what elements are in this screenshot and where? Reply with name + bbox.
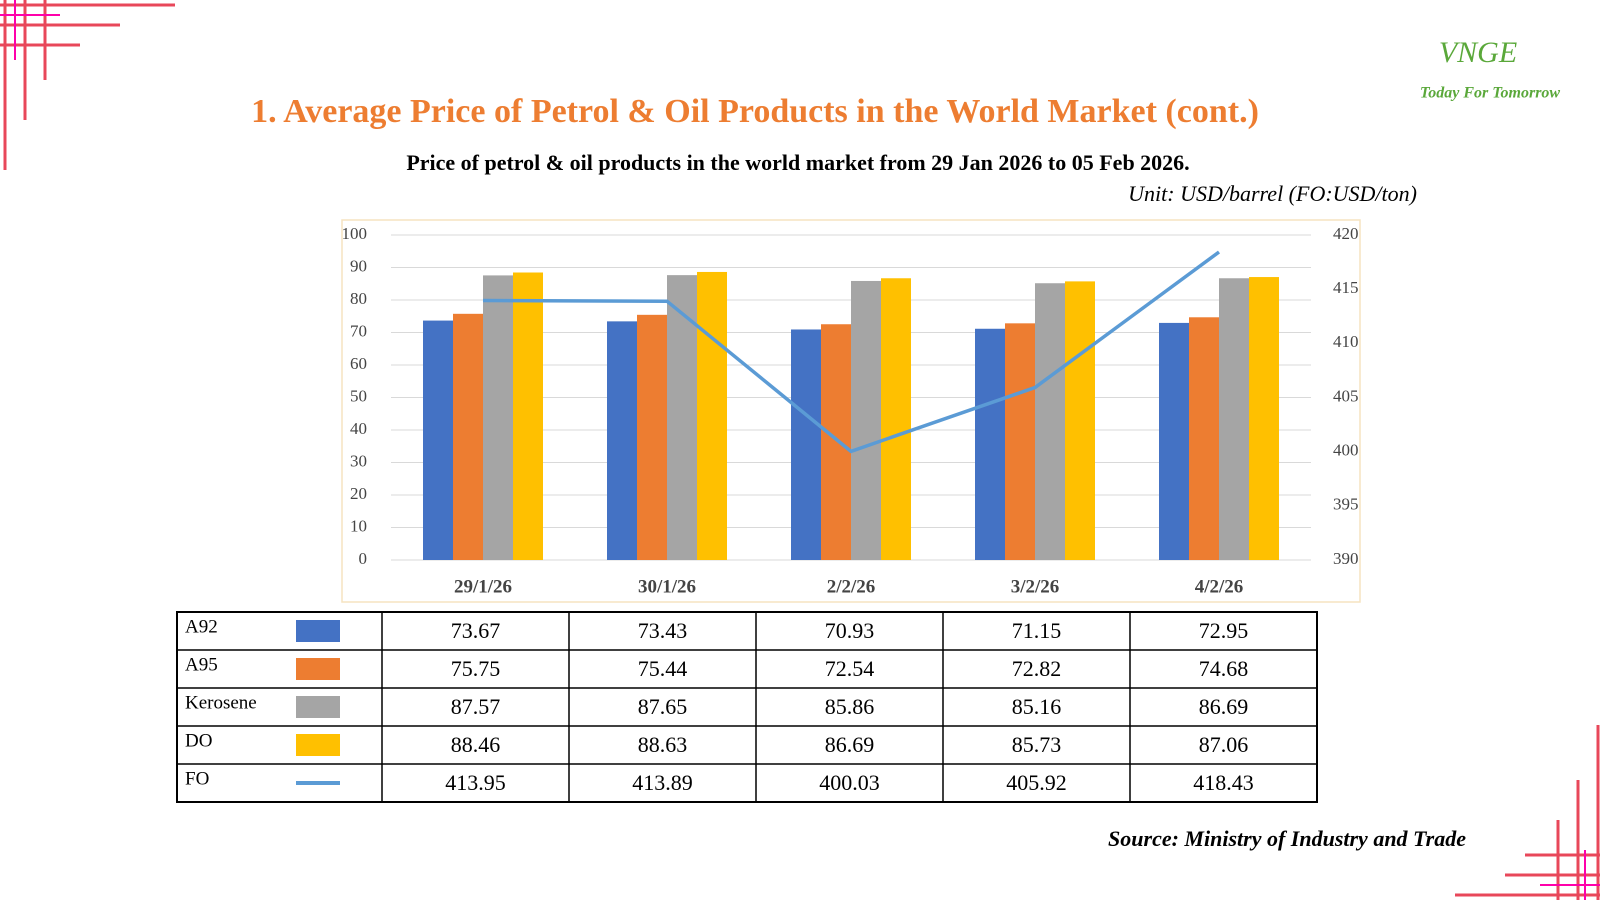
y2-tick-label: 410 [1333,332,1359,351]
bar [637,314,667,560]
legend-label: A95 [185,654,218,675]
table-cell: 85.73 [1012,732,1062,757]
y-tick-label: 80 [350,289,367,308]
legend-swatch [296,734,340,756]
bar [1249,277,1279,560]
x-tick-label: 29/1/26 [454,576,512,597]
bar [821,324,851,560]
bar [483,275,513,560]
table-cell: 72.95 [1199,618,1249,643]
table-cell: 87.06 [1199,732,1249,757]
legend-label: DO [185,730,212,751]
line-series [482,250,1221,454]
tagline: Today For Tomorrow [1420,85,1561,102]
table-cell: 85.16 [1012,694,1062,719]
y-tick-label: 40 [350,419,367,438]
table-cell: 87.65 [638,694,688,719]
table-cell: 72.54 [825,656,875,681]
table-cell: 86.69 [1199,694,1249,719]
legend-label: FO [185,768,209,789]
legend-swatch [296,696,340,718]
table-cell: 87.57 [451,694,501,719]
table-cell: 413.89 [632,770,693,795]
table-cell: 400.03 [819,770,880,795]
table-cell: 75.44 [638,656,688,681]
y2-tick-label: 420 [1333,224,1359,243]
legend-label: A92 [185,616,218,637]
y-tick-label: 0 [359,549,368,568]
bar [423,320,453,560]
y2-tick-label: 415 [1333,278,1359,297]
x-tick-label: 3/2/26 [1011,576,1060,597]
table-cell: 413.95 [445,770,506,795]
table-cell: 72.82 [1012,656,1062,681]
bar [1065,281,1095,560]
y-tick-label: 100 [342,224,368,243]
data-table [176,611,1318,803]
legend-swatch [296,620,340,642]
slide-title: 1. Average Price of Petrol & Oil Product… [251,93,1259,130]
table-cell: 73.67 [451,618,501,643]
bar [697,271,727,560]
bar [851,280,881,560]
y2-tick-label: 405 [1333,386,1359,405]
bar [513,272,543,560]
y2-tick-label: 395 [1333,495,1359,514]
y-tick-label: 20 [350,484,367,503]
bar [1005,323,1035,560]
legend-swatch [296,658,340,680]
unit: Unit: USD/barrel (FO:USD/ton) [1128,181,1417,206]
y-tick-label: 10 [350,516,367,535]
y-tick-label: 70 [350,321,367,340]
source: Source: Ministry of Industry and Trade [1108,826,1466,851]
y2-tick-label: 390 [1333,549,1359,568]
table-cell: 86.69 [825,732,875,757]
y-tick-label: 50 [350,386,367,405]
y-tick-label: 60 [350,354,367,373]
y2-tick-label: 400 [1333,441,1359,460]
bar [1159,322,1189,560]
bar [791,329,821,560]
table-cell: 418.43 [1193,770,1254,795]
y-tick-label: 90 [350,256,367,275]
table-cell: 71.15 [1012,618,1062,643]
x-tick-label: 2/2/26 [827,576,876,597]
table-cell: 75.75 [451,656,501,681]
table-cell: 405.92 [1006,770,1067,795]
table-cell: 74.68 [1199,656,1249,681]
bar [453,313,483,560]
bar [667,275,697,560]
legend-label: Kerosene [185,692,257,713]
table-cell: 88.63 [638,732,688,757]
logo: VNGE [1439,36,1517,69]
bar [881,278,911,560]
chart-title: Price of petrol & oil products in the wo… [406,150,1189,175]
bar [607,321,637,560]
bar [1219,278,1249,560]
table-cell: 70.93 [825,618,875,643]
x-tick-label: 30/1/26 [638,576,696,597]
bar [1035,283,1065,560]
x-tick-label: 4/2/26 [1195,576,1244,597]
bar [975,328,1005,560]
table-cell: 73.43 [638,618,688,643]
bar [1189,317,1219,560]
y-tick-label: 30 [350,451,367,470]
table-cell: 88.46 [451,732,501,757]
table-cell: 85.86 [825,694,875,719]
